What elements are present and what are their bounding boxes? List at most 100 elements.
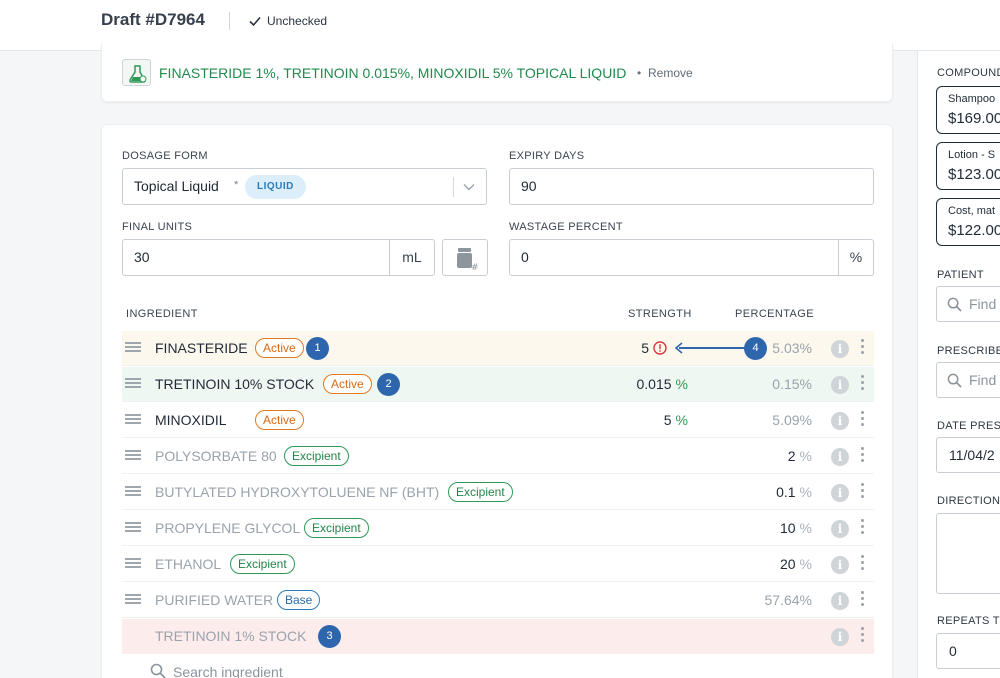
compound-price: $169.00 (948, 110, 1000, 127)
more-options-icon[interactable] (861, 339, 865, 357)
info-icon[interactable]: i (831, 412, 849, 430)
ingredient-row[interactable]: POLYSORBATE 80 Excipient 2% i (122, 439, 874, 474)
ingredient-column-header: INGREDIENT (126, 308, 198, 320)
info-icon[interactable]: i (831, 340, 849, 358)
remove-product-link[interactable]: Remove (648, 66, 693, 80)
more-options-icon[interactable] (861, 591, 865, 609)
info-icon[interactable]: i (831, 484, 849, 502)
ingredient-row[interactable]: PURIFIED WATER Base 57.64% i (122, 583, 874, 618)
compound-name: Lotion - S (948, 149, 996, 161)
strength-value[interactable]: 0.015% (636, 376, 689, 392)
excipient-tag: Excipient (230, 554, 295, 574)
final-units-input[interactable]: 30 (122, 239, 390, 276)
strength-column-header: STRENGTH (628, 308, 692, 320)
repeats-label: REPEATS TO (937, 615, 1000, 627)
info-icon[interactable]: i (831, 592, 849, 610)
search-icon (947, 297, 962, 312)
ingredient-name: PURIFIED WATER (155, 592, 274, 608)
drag-handle-icon[interactable] (125, 378, 141, 390)
bullet-separator: • (637, 66, 642, 80)
prescriber-search-input[interactable]: Find (936, 362, 1000, 398)
repeats-value: 0 (949, 643, 957, 659)
drag-handle-icon[interactable] (125, 594, 141, 606)
info-icon[interactable]: i (831, 520, 849, 538)
percent-suffix: % (838, 239, 874, 276)
compound-name: Shampoo (948, 93, 996, 105)
wastage-percent-value: 0 (521, 249, 529, 265)
patient-placeholder: Find (969, 296, 997, 312)
ingredient-name: ETHANOL (155, 556, 222, 572)
excipient-tag: Excipient (448, 482, 513, 502)
percentage-value[interactable]: 20% (779, 556, 812, 572)
drag-handle-icon[interactable] (125, 558, 141, 570)
info-icon[interactable]: i (831, 448, 849, 466)
drag-handle-icon[interactable] (125, 522, 141, 534)
chevron-down-icon[interactable] (463, 181, 475, 193)
ingredient-name: PROPYLENE GLYCOL (155, 520, 301, 536)
more-options-icon[interactable] (861, 555, 865, 573)
dosage-form-select[interactable]: Topical Liquid * LIQUID (122, 168, 487, 205)
check-icon (249, 16, 261, 27)
repeats-input[interactable]: 0 (936, 633, 1000, 669)
arrow-left-icon (674, 342, 683, 354)
final-units-label: FINAL UNITS (122, 221, 193, 233)
drag-handle-icon[interactable] (125, 342, 141, 354)
liquid-badge: LIQUID (245, 175, 306, 199)
percentage-value: 5.03% (772, 340, 812, 356)
wastage-percent-label: WASTAGE PERCENT (509, 221, 623, 233)
strength-value[interactable]: 5% (663, 412, 688, 428)
ingredient-name: MINOXIDIL (155, 412, 227, 428)
excipient-tag: Excipient (284, 446, 349, 466)
info-icon[interactable]: i (831, 628, 849, 646)
directions-label: DIRECTIONS (937, 495, 1000, 507)
percentage-value[interactable]: 0.1% (776, 484, 812, 500)
more-options-icon[interactable] (861, 627, 865, 645)
ingredient-row[interactable]: TRETINOIN 1% STOCK 3 i (122, 619, 874, 654)
drag-handle-icon[interactable] (125, 486, 141, 498)
info-icon[interactable]: i (831, 376, 849, 394)
more-options-icon[interactable] (861, 483, 865, 501)
patient-search-input[interactable]: Find (936, 286, 1000, 322)
more-options-icon[interactable] (861, 519, 865, 537)
ingredient-search[interactable]: Search ingredient (150, 663, 550, 678)
dosage-form-value: Topical Liquid (134, 178, 219, 194)
date-prescribed-input[interactable]: 11/04/2 (936, 437, 1000, 473)
compound-price: $123.00 (948, 166, 1000, 183)
ingredient-row[interactable]: FINASTERIDE Active 1 5 4 5.03% i (122, 331, 874, 366)
date-prescribed-label: DATE PRESC (937, 420, 1000, 432)
ingredient-row[interactable]: BUTYLATED HYDROXYTOLUENE NF (BHT) Excipi… (122, 475, 874, 510)
directions-textarea[interactable] (936, 513, 1000, 594)
wastage-percent-input[interactable]: 0 (509, 239, 839, 276)
more-options-icon[interactable] (861, 447, 865, 465)
expiry-days-input[interactable]: 90 (509, 168, 874, 205)
dosage-form-label: DOSAGE FORM (122, 150, 208, 162)
ingredient-row[interactable]: PROPYLENE GLYCOL Excipient 10% i (122, 511, 874, 546)
more-options-icon[interactable] (861, 411, 865, 429)
check-status: Unchecked (267, 14, 328, 28)
flask-icon (122, 59, 151, 86)
drag-handle-icon[interactable] (125, 414, 141, 426)
drag-handle-icon[interactable] (125, 450, 141, 462)
step-badge: 2 (377, 373, 400, 396)
prescriber-label: PRESCRIBER (937, 345, 1000, 357)
calculator-button[interactable]: # (442, 239, 488, 276)
strength-value[interactable]: 5 (641, 340, 649, 356)
compound-card[interactable]: Shampoo $169.00 (936, 86, 1000, 134)
percentage-column-header: PERCENTAGE (735, 308, 814, 320)
ingredient-row[interactable]: MINOXIDIL Active 5% 5.09% i (122, 403, 874, 438)
compound-card[interactable]: Cost, mat $122.00 (936, 198, 1000, 246)
date-prescribed-value: 11/04/2 (949, 447, 995, 463)
percentage-value[interactable]: 10% (779, 520, 812, 536)
compound-card[interactable]: Lotion - S $123.00 (936, 142, 1000, 190)
ingredient-row[interactable]: ETHANOL Excipient 20% i (122, 547, 874, 582)
excipient-tag: Excipient (304, 518, 369, 538)
more-options-icon[interactable] (861, 375, 865, 393)
page-title: Draft #D7964 (101, 10, 205, 29)
ingredient-row[interactable]: TRETINOIN 10% STOCK Active 2 0.015% 0.15… (122, 367, 874, 402)
patient-label: PATIENT (937, 269, 984, 281)
percentage-value[interactable]: 2% (787, 448, 812, 464)
info-icon[interactable]: i (831, 556, 849, 574)
product-card: FINASTERIDE 1%, TRETINOIN 0.015%, MINOXI… (101, 44, 893, 102)
container-hash-icon: # (457, 248, 479, 273)
compound-price: $122.00 (948, 222, 1000, 239)
